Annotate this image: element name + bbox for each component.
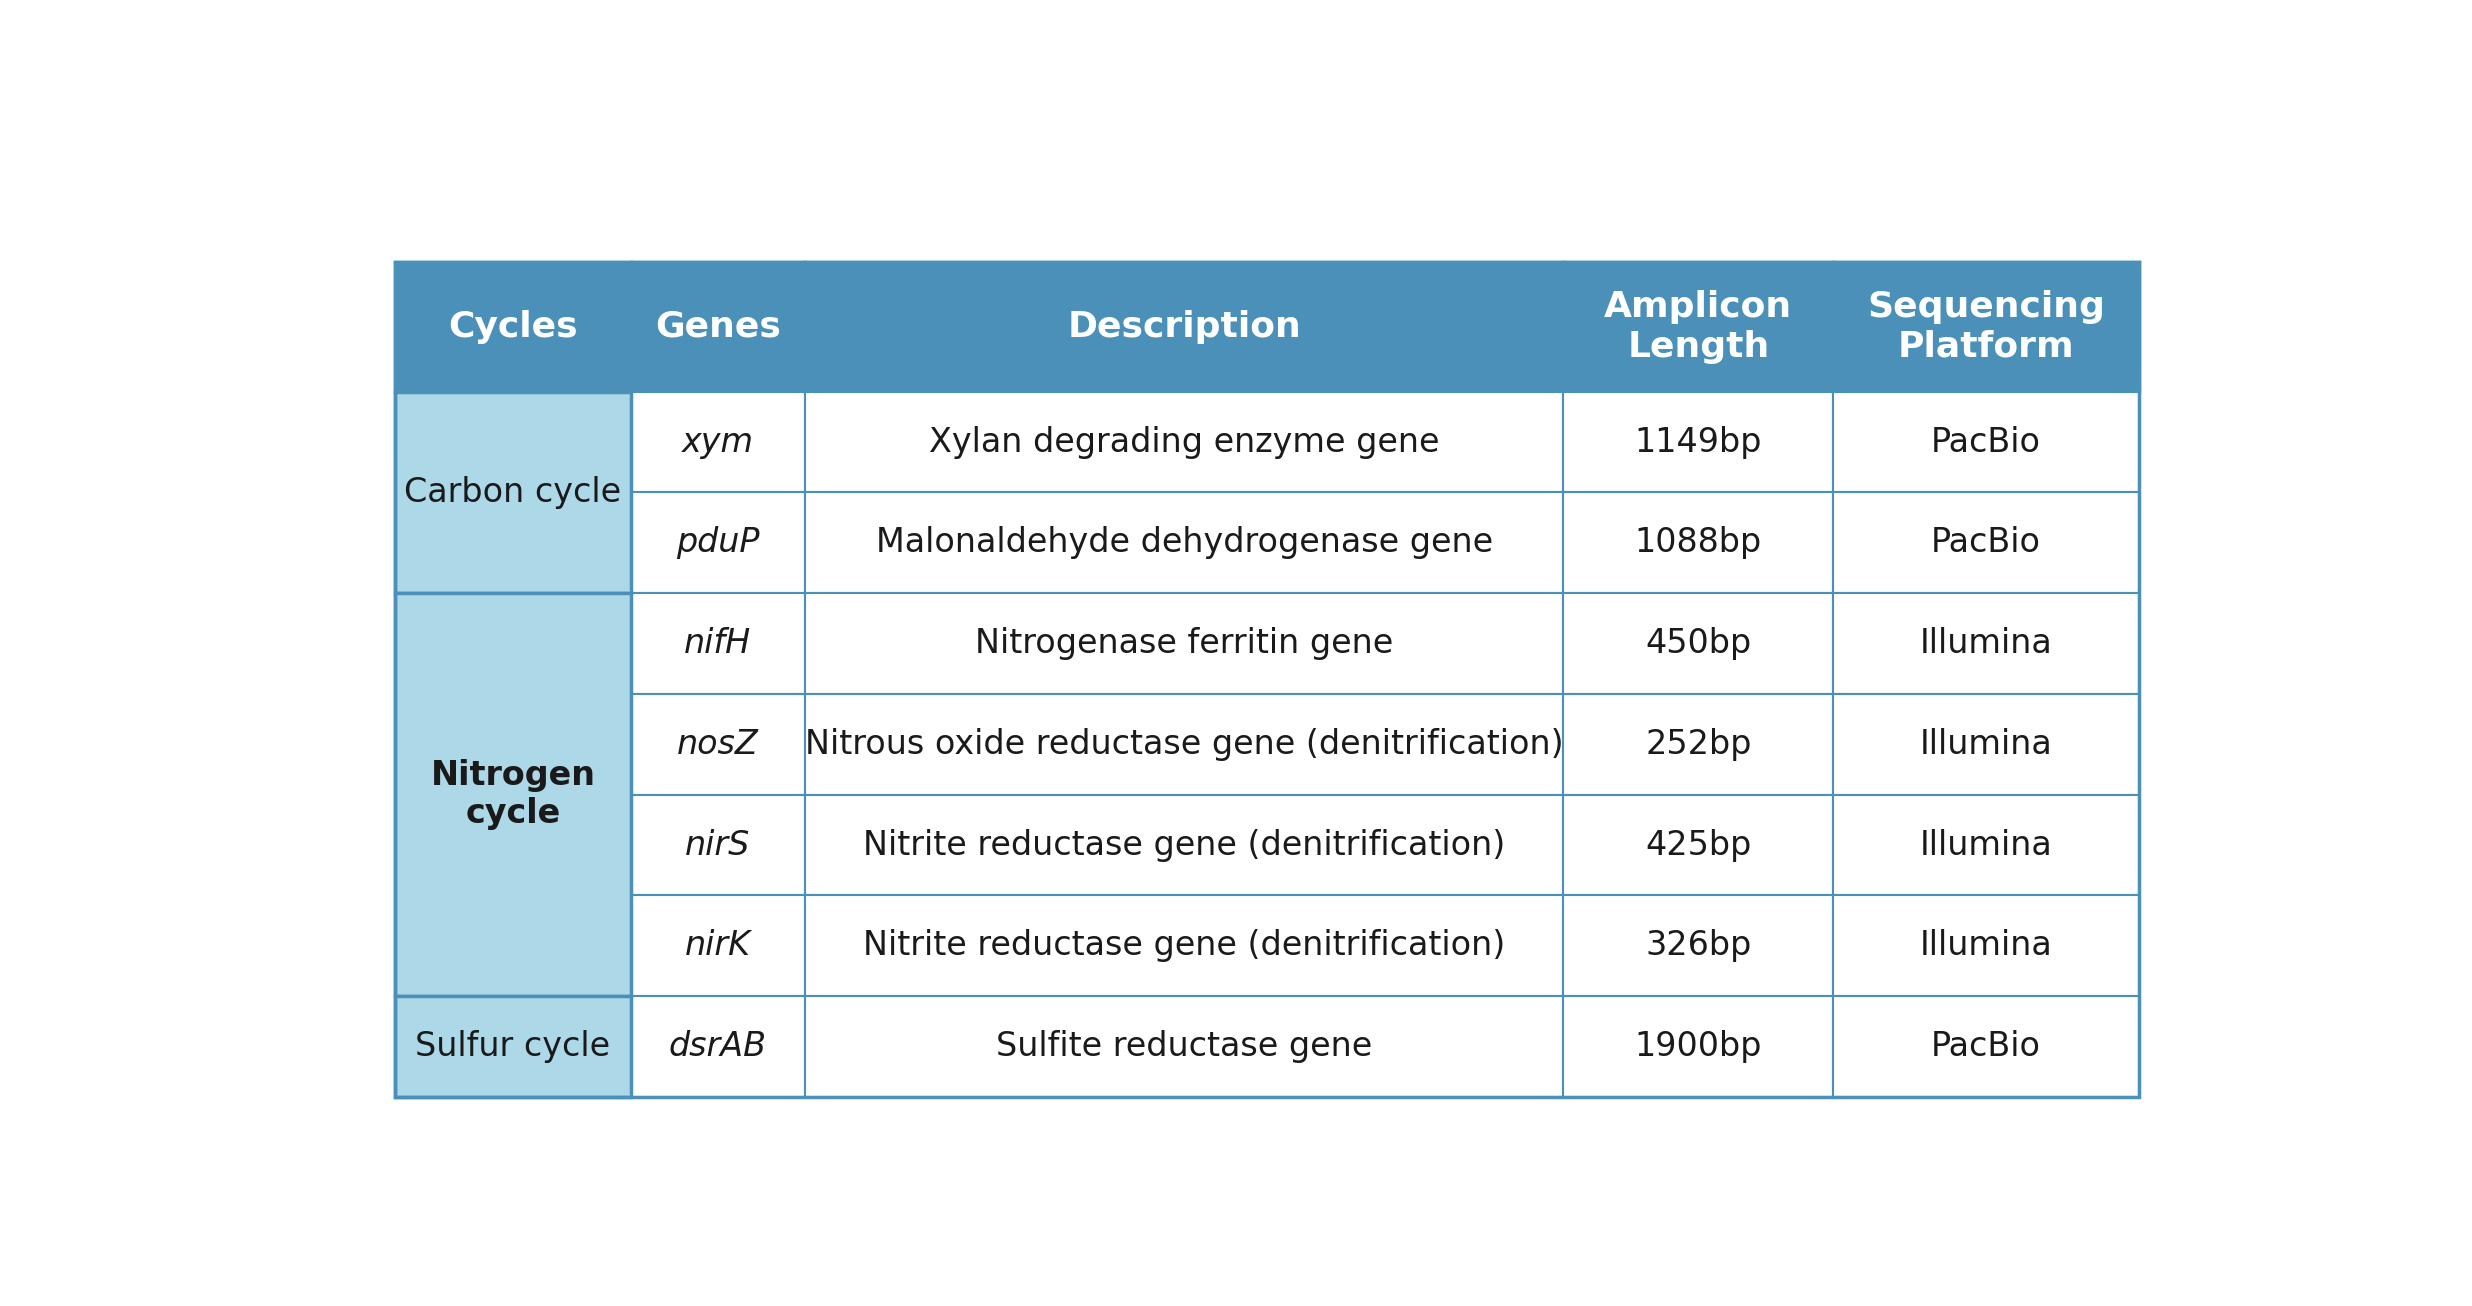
Bar xyxy=(1562,795,1834,896)
Bar xyxy=(396,392,630,593)
Text: 1088bp: 1088bp xyxy=(1634,526,1763,559)
Text: Carbon cycle: Carbon cycle xyxy=(405,475,620,509)
Text: Illumina: Illumina xyxy=(1921,828,2052,862)
Bar xyxy=(1834,795,2138,896)
Bar xyxy=(1562,996,1834,1097)
Bar xyxy=(806,693,1562,795)
Bar xyxy=(806,263,1562,392)
Text: pduP: pduP xyxy=(675,526,759,559)
Bar xyxy=(1834,492,2138,593)
Bar xyxy=(1834,996,2138,1097)
Text: Illumina: Illumina xyxy=(1921,727,2052,761)
Text: Sulfur cycle: Sulfur cycle xyxy=(415,1030,611,1063)
Bar xyxy=(630,996,806,1097)
Bar xyxy=(806,795,1562,896)
Bar xyxy=(396,996,630,1097)
Bar xyxy=(396,263,2138,1097)
Bar xyxy=(806,492,1562,593)
Text: Cycles: Cycles xyxy=(447,310,578,343)
Bar xyxy=(1562,896,1834,996)
Text: 450bp: 450bp xyxy=(1646,627,1753,660)
Text: Nitrite reductase gene (denitrification): Nitrite reductase gene (denitrification) xyxy=(863,930,1505,963)
Bar xyxy=(1562,263,1834,392)
Bar xyxy=(1834,392,2138,492)
Text: dsrAB: dsrAB xyxy=(670,1030,766,1063)
Bar xyxy=(1834,263,2138,392)
Text: Sulfite reductase gene: Sulfite reductase gene xyxy=(996,1030,1372,1063)
Text: Sequencing
Platform: Sequencing Platform xyxy=(1866,290,2106,363)
Bar xyxy=(630,795,806,896)
Text: Nitrous oxide reductase gene (denitrification): Nitrous oxide reductase gene (denitrific… xyxy=(806,727,1562,761)
Bar xyxy=(630,492,806,593)
Text: 326bp: 326bp xyxy=(1646,930,1753,963)
Bar xyxy=(396,263,630,392)
Bar xyxy=(1562,693,1834,795)
Text: Nitrogen
cycle: Nitrogen cycle xyxy=(430,759,596,831)
Bar xyxy=(806,392,1562,492)
Bar xyxy=(1834,593,2138,693)
Text: xym: xym xyxy=(682,426,754,458)
Text: 425bp: 425bp xyxy=(1646,828,1753,862)
Text: PacBio: PacBio xyxy=(1931,426,2042,458)
Bar xyxy=(1834,693,2138,795)
Bar xyxy=(630,896,806,996)
Text: Amplicon
Length: Amplicon Length xyxy=(1604,290,1792,363)
Text: 1149bp: 1149bp xyxy=(1634,426,1763,458)
Text: PacBio: PacBio xyxy=(1931,526,2042,559)
Text: nirK: nirK xyxy=(685,930,751,963)
Bar xyxy=(806,996,1562,1097)
Bar xyxy=(1562,593,1834,693)
Text: Genes: Genes xyxy=(655,310,781,343)
Bar xyxy=(1834,896,2138,996)
Bar xyxy=(630,392,806,492)
Text: Illumina: Illumina xyxy=(1921,627,2052,660)
Bar xyxy=(630,693,806,795)
Text: Illumina: Illumina xyxy=(1921,930,2052,963)
Text: Description: Description xyxy=(1068,310,1300,343)
Text: nirS: nirS xyxy=(685,828,751,862)
Text: 1900bp: 1900bp xyxy=(1634,1030,1763,1063)
Text: Nitrogenase ferritin gene: Nitrogenase ferritin gene xyxy=(974,627,1394,660)
Bar xyxy=(806,593,1562,693)
Text: Malonaldehyde dehydrogenase gene: Malonaldehyde dehydrogenase gene xyxy=(875,526,1493,559)
Text: Xylan degrading enzyme gene: Xylan degrading enzyme gene xyxy=(929,426,1439,458)
Text: nifH: nifH xyxy=(685,627,751,660)
Bar xyxy=(1562,392,1834,492)
Text: 252bp: 252bp xyxy=(1646,727,1753,761)
Text: nosZ: nosZ xyxy=(677,727,759,761)
Bar xyxy=(630,593,806,693)
Bar xyxy=(1562,492,1834,593)
Bar xyxy=(806,896,1562,996)
Text: Nitrite reductase gene (denitrification): Nitrite reductase gene (denitrification) xyxy=(863,828,1505,862)
Bar xyxy=(396,593,630,996)
Bar xyxy=(630,263,806,392)
Text: PacBio: PacBio xyxy=(1931,1030,2042,1063)
